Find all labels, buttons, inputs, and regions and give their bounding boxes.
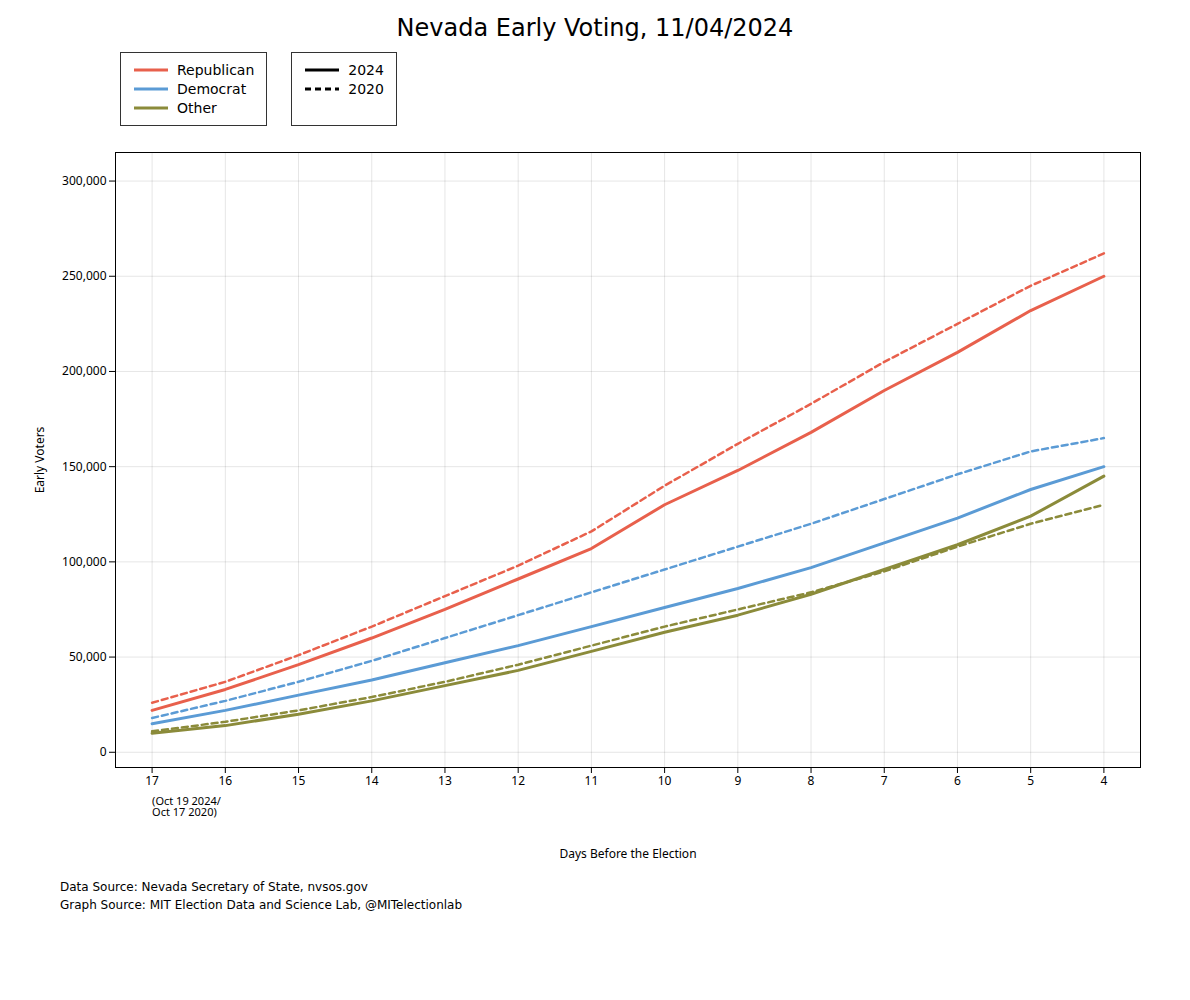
- svg-text:16: 16: [218, 772, 232, 789]
- svg-text:6: 6: [954, 772, 961, 789]
- svg-text:14: 14: [365, 772, 379, 789]
- html-text:Republican: Republican: [177, 62, 255, 78]
- svg-text:12: 12: [511, 772, 525, 789]
- svg-text:11: 11: [585, 772, 599, 789]
- svg-text:13: 13: [438, 772, 452, 789]
- svg-text:100,000: 100,000: [62, 553, 107, 570]
- svg-text:10: 10: [658, 772, 672, 789]
- html-text:Nevada Early Voting, 11/04/202: Nevada Early Voting, 11/04/2024: [396, 14, 794, 42]
- svg-text:Early Voters: Early Voters: [31, 426, 48, 493]
- html-text:Data Source: Nevada Secretary: Data Source: Nevada Secretary of State, …: [60, 880, 368, 894]
- svg-text:7: 7: [881, 772, 888, 789]
- svg-text:15: 15: [292, 772, 306, 789]
- svg-text:50,000: 50,000: [69, 648, 107, 665]
- svg-text:Days Before the Election: Days Before the Election: [559, 845, 696, 862]
- svg-text:17: 17: [145, 772, 159, 789]
- html-text:2020: 2020: [348, 81, 384, 97]
- html-text:2024: 2024: [348, 62, 384, 78]
- svg-text:250,000: 250,000: [62, 267, 107, 284]
- svg-text:(Oct 19 2024/Oct 17 2020): (Oct 19 2024/Oct 17 2020): [152, 793, 221, 819]
- svg-text:300,000: 300,000: [62, 172, 107, 189]
- svg-text:0: 0: [100, 743, 107, 760]
- svg-text:5: 5: [1027, 772, 1034, 789]
- html-text:Graph Source: MIT Election Dat: Graph Source: MIT Election Data and Scie…: [60, 898, 463, 912]
- html-text:Other: Other: [177, 100, 217, 116]
- svg-text:8: 8: [808, 772, 815, 789]
- svg-text:9: 9: [734, 772, 741, 789]
- svg-text:4: 4: [1100, 772, 1107, 789]
- html-text:Democrat: Democrat: [177, 81, 247, 97]
- svg-text:200,000: 200,000: [62, 362, 107, 379]
- svg-text:150,000: 150,000: [62, 458, 107, 475]
